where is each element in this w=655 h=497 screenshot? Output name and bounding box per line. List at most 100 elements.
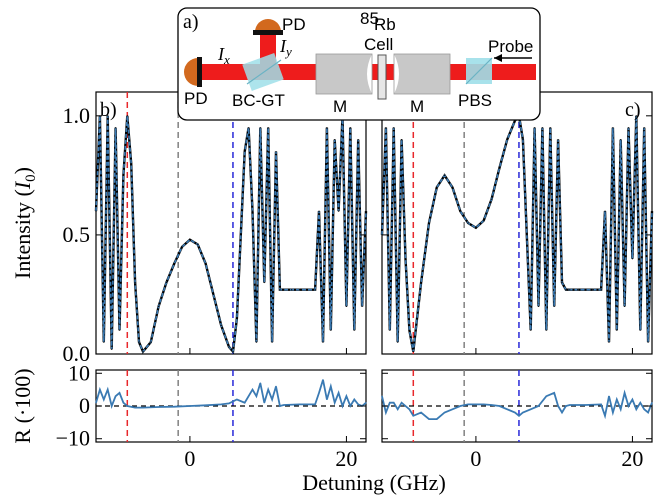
data-point [248,127,250,129]
setup-schematic: a) [177,7,541,121]
panel-label-b: b) [100,99,117,121]
data-point [150,341,152,343]
data-point [165,281,168,284]
data-point [232,351,234,353]
y-tick-label: −10 [56,426,90,451]
data-point [111,405,113,407]
ylabel-sym: I [10,180,35,190]
data-point [126,405,128,407]
data-point [263,402,265,404]
data-point [467,403,469,405]
data-point [565,405,567,407]
data-point [298,289,301,291]
data-point [569,289,571,291]
data-point [365,210,367,212]
data-point [627,127,630,129]
data-point [475,227,477,229]
label-ix: Ix [217,44,230,67]
data-point [385,127,387,129]
data-point [389,402,391,404]
data-point [526,234,528,236]
data-point [334,402,336,404]
data-point [604,210,606,212]
data-point [393,402,395,404]
data-point [345,305,348,307]
data-point [498,167,500,169]
data-point [577,289,579,291]
data-point [181,246,183,248]
data-point [326,127,328,129]
data-point [349,405,351,407]
data-point [189,239,191,241]
data-point [569,404,571,406]
data-point [275,150,277,153]
data-point [330,385,332,387]
data-point [322,341,324,343]
data-point [624,305,626,307]
data-point [318,392,320,394]
data-point [220,403,222,405]
data-point [197,243,199,246]
data-point [271,341,273,343]
label-pbs: PBS [458,91,492,110]
label-iy: Iy [279,36,292,59]
probe-arrowhead [494,54,502,62]
y-tick-label: 10 [68,360,90,385]
data-point [95,210,97,212]
data-point [158,305,160,307]
data-point [651,210,653,212]
data-point [275,385,277,387]
data-point [436,186,438,188]
iy-sub: y [284,44,292,59]
data-point [204,404,207,406]
data-point [483,220,485,222]
data-point [557,139,559,141]
data-point [99,389,101,391]
data-point [263,281,265,284]
x-tick-label: 20 [335,446,357,471]
data-point [204,262,207,265]
data-point [114,127,117,129]
data-point [255,341,258,343]
data-point [318,210,320,212]
data-point [255,395,258,397]
data-point [545,329,547,331]
data-point [467,222,469,224]
data-point [420,281,422,284]
data-point [267,127,269,129]
data-point [357,403,359,405]
data-point [126,115,128,117]
data-point [397,341,399,343]
data-point [130,162,132,165]
data-point [103,341,105,343]
data-point [561,411,563,414]
fit-trace [381,113,653,352]
label-mirror-right: M [410,97,424,116]
rb-cell [377,54,387,100]
data-point [608,395,610,397]
data-point [236,398,238,401]
data-point [549,127,551,129]
label-pd-left: PD [184,89,208,108]
data-point [111,348,113,350]
label-probe: Probe [488,37,533,56]
data-point [306,289,308,291]
data-point [357,139,359,141]
data-point [647,411,649,414]
data-point [635,408,637,410]
data-point [631,258,634,260]
data-point [436,418,438,420]
data-point [279,405,281,407]
data-point [95,402,97,404]
panel-label-a: a) [183,11,199,33]
data-point [236,317,238,319]
y-axis-label-residual: R (·100) [10,368,35,443]
photodiode-left [184,57,202,87]
data-point [616,398,618,401]
data-point [608,341,610,343]
data-point [459,405,461,407]
data-point [584,289,587,291]
data-point [412,351,414,353]
data-point [522,411,524,414]
